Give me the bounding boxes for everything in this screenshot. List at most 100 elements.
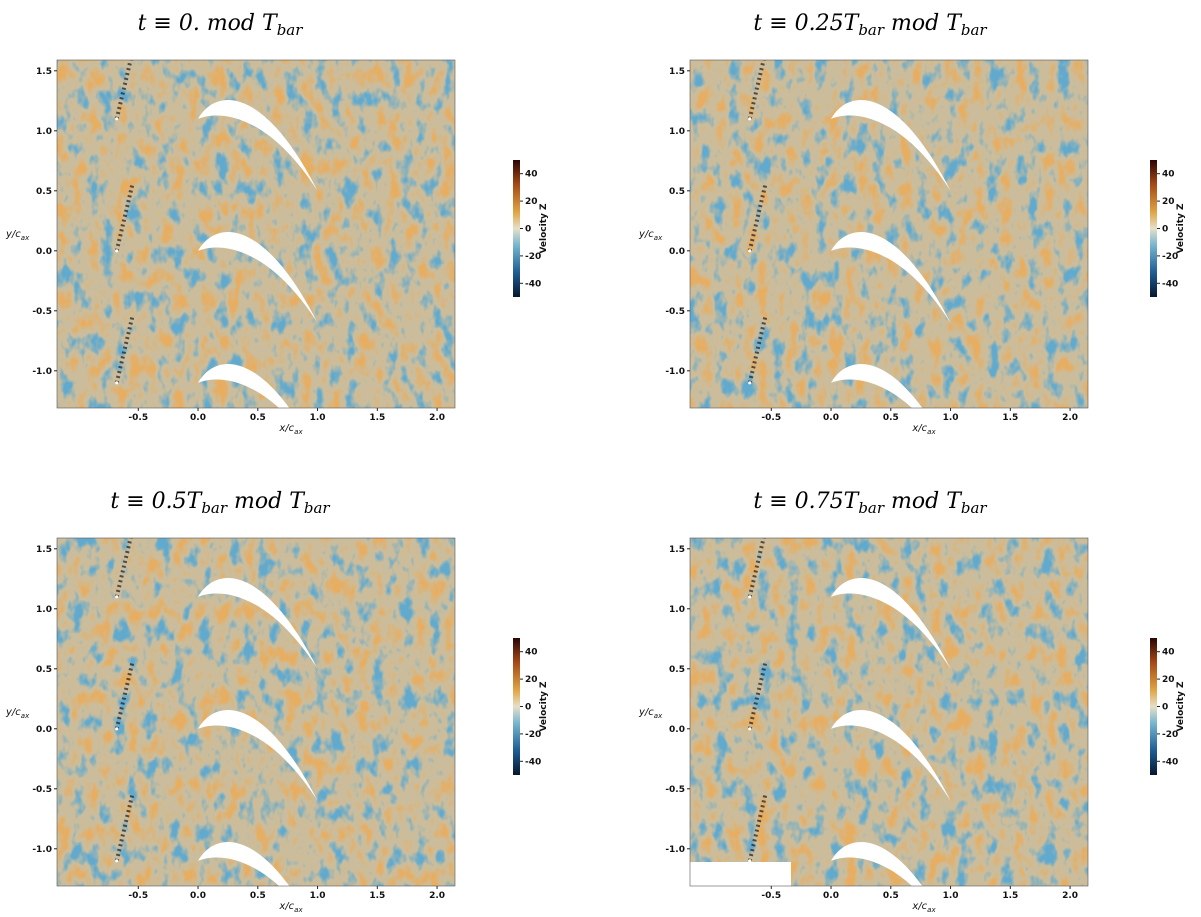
y-tick-label: 1.0 [36,127,52,137]
colorbar [1150,638,1157,775]
bar [748,727,752,731]
blade [198,231,318,323]
colorbar-tick-label: 20 [1162,197,1175,207]
axis-label: y/cax [5,229,30,242]
plot-frame [56,59,456,409]
x-tick-label: 1.0 [310,891,326,901]
bar [748,117,752,121]
blade [198,364,290,408]
bar-wake [114,316,135,384]
axis-label: y/cax [638,707,663,720]
x-tick-label: 0.0 [190,891,206,901]
colorbar-tick-label: -40 [525,279,541,289]
bar [748,859,752,863]
x-tick-label: 1.5 [1002,413,1018,423]
colorbar-label: Velocity Z [1176,681,1186,732]
bar [115,381,119,385]
plot-frame [56,537,456,887]
x-tick-label: 0.5 [250,413,266,423]
y-tick-label: 0.5 [669,187,685,197]
y-tick-label: 1.5 [36,545,52,555]
axis-label: x/cax [911,423,936,436]
colorbar-tick-label: -40 [525,757,541,767]
colorbar-tick-label: -20 [525,252,541,262]
y-tick-label: 0.5 [669,665,685,675]
x-tick-label: -0.5 [761,413,781,423]
x-tick-label: 2.0 [429,413,445,423]
panel: -0.5 0.0 0.5 1.0 1.5 2.0 1.5 1.0 0.5 0.0 -0.5 -1.0 x… [5,11,549,436]
x-tick-label: 2.0 [429,891,445,901]
x-tick-label: -0.5 [128,413,148,423]
y-tick-label: -1.0 [32,367,52,377]
bar [115,249,119,253]
y-tick-label: -0.5 [665,307,685,317]
blade [831,99,951,191]
colorbar-tick-label: 0 [1162,703,1168,713]
flow-field [57,538,455,886]
bar-wake [747,60,766,120]
panel-title: t ≡ 0. mod Tbar [138,11,304,39]
panel-title: t ≡ 0.25Tbar mod Tbar [753,11,987,39]
y-tick-label: 1.5 [669,545,685,555]
colorbar-tick-label: 20 [525,197,538,207]
axis-label: x/cax [911,901,936,914]
x-tick-label: 2.0 [1062,413,1078,423]
bar-wake [114,538,133,598]
bar [748,595,752,599]
axis-label: y/cax [638,229,663,242]
y-tick-label: 1.0 [669,605,685,615]
colorbar-tick-label: 40 [525,648,538,658]
blade [198,709,318,801]
blade [198,99,318,191]
bar-wake [747,662,768,730]
colorbar-tick-label: 40 [1162,170,1175,180]
y-tick-label: 0.0 [669,725,685,735]
bar [115,859,119,863]
bar-wake [114,184,135,252]
y-tick-label: 1.0 [36,605,52,615]
y-tick-label: 0.0 [36,725,52,735]
x-tick-label: 1.5 [369,891,385,901]
y-tick-label: -1.0 [32,845,52,855]
axis-label: y/cax [5,707,30,720]
colorbar-tick-label: 0 [525,703,531,713]
panel-title: t ≡ 0.75Tbar mod Tbar [753,489,987,517]
blade [831,709,951,801]
bar-wake [747,184,768,252]
bar-wake [747,538,766,598]
blank-region [690,862,791,886]
blade [831,577,951,669]
colorbar-tick-label: 20 [1162,675,1175,685]
x-tick-label: -0.5 [128,891,148,901]
y-tick-label: 0.5 [36,665,52,675]
colorbar-tick-label: 40 [525,170,538,180]
flow-field [690,60,1088,408]
y-tick-label: 0.0 [669,247,685,257]
axis-label: x/cax [278,423,303,436]
colorbar-tick-label: 40 [1162,648,1175,658]
panel: -0.5 0.0 0.5 1.0 1.5 2.0 1.5 1.0 0.5 0.0 -0.5 -1.0 x… [638,489,1186,914]
flow-field [690,538,1088,886]
y-tick-label: 1.0 [669,127,685,137]
blade [831,231,951,323]
x-tick-label: 0.5 [883,413,899,423]
colorbar-tick-label: -40 [1162,757,1178,767]
bar [115,727,119,731]
y-tick-label: 1.5 [36,67,52,77]
axis-label: x/cax [278,901,303,914]
bar [115,595,119,599]
x-tick-label: 0.0 [823,413,839,423]
colorbar-label: Velocity Z [1176,203,1186,254]
panel: -0.5 0.0 0.5 1.0 1.5 2.0 1.5 1.0 0.5 0.0 -0.5 -1.0 x… [5,489,549,914]
colorbar-tick-label: -40 [1162,279,1178,289]
plot-frame [689,59,1089,409]
colorbar-tick-label: 20 [525,675,538,685]
colorbar-label: Velocity Z [539,681,549,732]
bar [748,249,752,253]
x-tick-label: 1.0 [310,413,326,423]
y-tick-label: -1.0 [665,367,685,377]
colorbar-tick-label: -20 [525,730,541,740]
colorbar-tick-label: 0 [525,225,531,235]
y-tick-label: -0.5 [665,785,685,795]
